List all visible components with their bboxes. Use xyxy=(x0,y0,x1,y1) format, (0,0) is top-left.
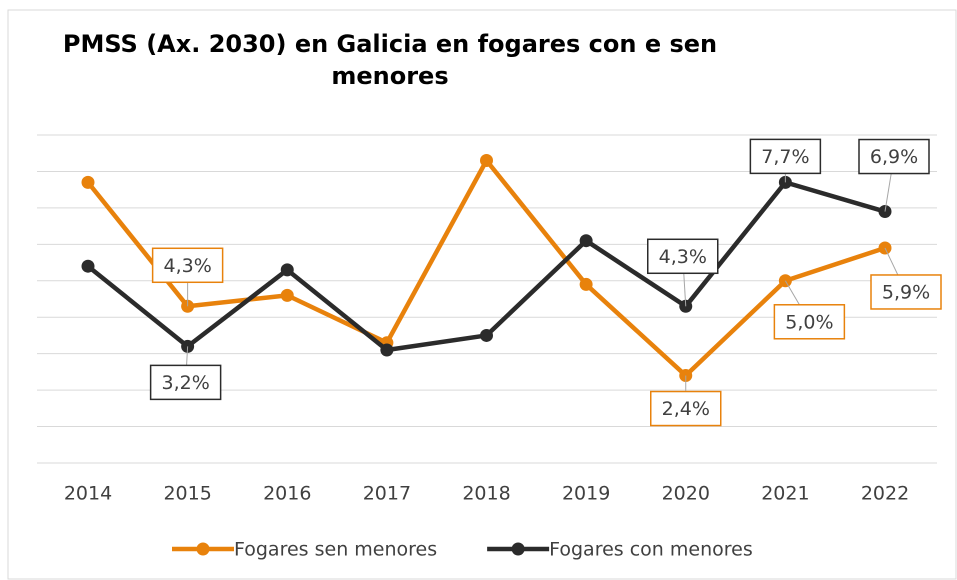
label-box xyxy=(149,364,222,401)
data-point xyxy=(579,277,593,291)
label-box xyxy=(650,390,722,427)
x-tick-label: 2021 xyxy=(761,483,809,505)
data-point xyxy=(480,328,493,342)
x-tick-label: 2016 xyxy=(263,483,311,505)
data-point xyxy=(81,175,95,189)
data-label: 5,0% xyxy=(785,311,833,333)
data-point xyxy=(81,259,95,273)
data-point xyxy=(480,154,493,168)
x-tick-label: 2018 xyxy=(462,483,510,505)
data-point xyxy=(280,288,294,302)
data-point xyxy=(579,234,593,248)
x-tick-label: 2015 xyxy=(163,483,211,505)
legend-marker xyxy=(196,542,210,556)
data-point xyxy=(280,263,294,277)
label-box xyxy=(870,274,942,310)
data-label: 4,3% xyxy=(163,255,211,277)
data-label: 5,9% xyxy=(882,281,930,303)
x-tick-label: 2017 xyxy=(363,483,411,505)
x-tick-label: 2014 xyxy=(64,483,112,505)
data-label: 7,7% xyxy=(761,146,809,168)
data-label: 6,9% xyxy=(870,146,918,168)
label-box xyxy=(858,138,930,175)
legend-label: Fogares con menores xyxy=(549,539,753,561)
chart-border xyxy=(7,9,957,580)
x-tick-label: 2022 xyxy=(861,483,909,505)
label-box xyxy=(773,304,846,340)
label-box xyxy=(151,247,224,284)
x-tick-label: 2019 xyxy=(562,483,610,505)
data-point xyxy=(380,343,394,357)
chart-title: PMSS (Ax. 2030) en Galicia en fogares co… xyxy=(62,30,718,90)
data-label: 3,2% xyxy=(161,372,209,394)
legend-label: Fogares sen menores xyxy=(234,539,437,561)
data-label: 2,4% xyxy=(662,398,710,420)
label-box xyxy=(647,238,719,275)
legend-marker xyxy=(511,542,525,556)
label-box xyxy=(749,138,822,175)
x-tick-label: 2020 xyxy=(662,483,710,505)
data-label: 4,3% xyxy=(659,246,707,268)
